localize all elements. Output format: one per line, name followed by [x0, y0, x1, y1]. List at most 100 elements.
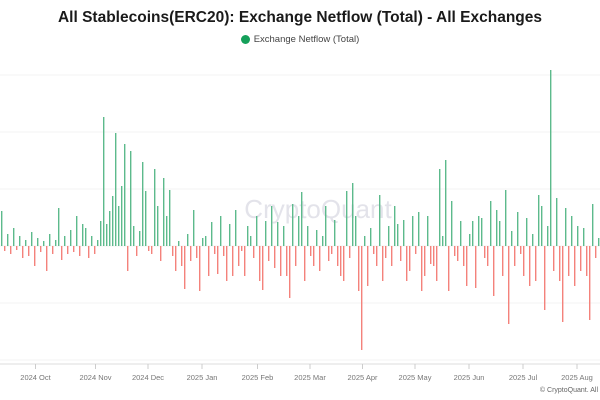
bar-outflow[interactable]: [304, 246, 306, 281]
bar-inflow[interactable]: [394, 206, 396, 246]
bar-inflow[interactable]: [142, 162, 144, 246]
bar-inflow[interactable]: [70, 230, 72, 246]
bar-outflow[interactable]: [406, 246, 408, 281]
bar-outflow[interactable]: [463, 246, 465, 266]
bar-outflow[interactable]: [73, 246, 75, 252]
bar-outflow[interactable]: [391, 246, 393, 266]
legend[interactable]: Exchange Netflow (Total): [0, 34, 600, 45]
bar-outflow[interactable]: [580, 246, 582, 271]
bar-outflow[interactable]: [280, 246, 282, 276]
bar-inflow[interactable]: [157, 206, 159, 246]
bar-inflow[interactable]: [250, 236, 252, 246]
bar-outflow[interactable]: [28, 246, 30, 256]
bar-inflow[interactable]: [115, 133, 117, 246]
bar-inflow[interactable]: [58, 208, 60, 246]
bar-outflow[interactable]: [448, 246, 450, 291]
bar-inflow[interactable]: [271, 206, 273, 246]
bar-inflow[interactable]: [265, 221, 267, 246]
bar-outflow[interactable]: [286, 246, 288, 276]
bar-inflow[interactable]: [316, 230, 318, 246]
bar-outflow[interactable]: [136, 246, 138, 256]
bar-inflow[interactable]: [556, 198, 558, 246]
bar-inflow[interactable]: [235, 210, 237, 246]
bar-outflow[interactable]: [349, 246, 351, 258]
bar-outflow[interactable]: [319, 246, 321, 271]
bar-outflow[interactable]: [430, 246, 432, 264]
bar-inflow[interactable]: [460, 221, 462, 246]
bar-inflow[interactable]: [490, 201, 492, 246]
bar-outflow[interactable]: [415, 246, 417, 254]
bar-inflow[interactable]: [145, 191, 147, 246]
bar-outflow[interactable]: [409, 246, 411, 271]
bar-inflow[interactable]: [205, 236, 207, 246]
bar-inflow[interactable]: [130, 151, 132, 246]
bar-inflow[interactable]: [178, 241, 180, 246]
bar-outflow[interactable]: [553, 246, 555, 271]
bar-outflow[interactable]: [508, 246, 510, 324]
bar-inflow[interactable]: [598, 238, 600, 246]
bar-inflow[interactable]: [442, 236, 444, 246]
bar-inflow[interactable]: [370, 228, 372, 246]
bar-inflow[interactable]: [538, 195, 540, 246]
bar-outflow[interactable]: [274, 246, 276, 268]
bar-inflow[interactable]: [412, 216, 414, 246]
bar-inflow[interactable]: [364, 236, 366, 246]
bar-inflow[interactable]: [325, 206, 327, 246]
bar-inflow[interactable]: [418, 212, 420, 246]
bar-outflow[interactable]: [361, 246, 363, 350]
bar-inflow[interactable]: [76, 216, 78, 246]
bar-inflow[interactable]: [82, 224, 84, 246]
bar-inflow[interactable]: [118, 206, 120, 246]
bar-outflow[interactable]: [181, 246, 183, 266]
bar-inflow[interactable]: [592, 204, 594, 246]
bar-outflow[interactable]: [562, 246, 564, 322]
bar-outflow[interactable]: [457, 246, 459, 261]
bar-inflow[interactable]: [505, 190, 507, 246]
bar-outflow[interactable]: [148, 246, 150, 251]
bar-inflow[interactable]: [85, 228, 87, 246]
bar-outflow[interactable]: [493, 246, 495, 296]
bar-inflow[interactable]: [7, 234, 9, 246]
bar-outflow[interactable]: [34, 246, 36, 266]
bar-inflow[interactable]: [583, 228, 585, 246]
bar-outflow[interactable]: [217, 246, 219, 274]
bar-inflow[interactable]: [397, 224, 399, 246]
bar-outflow[interactable]: [358, 246, 360, 291]
bar-inflow[interactable]: [211, 222, 213, 246]
bar-outflow[interactable]: [151, 246, 153, 254]
bar-outflow[interactable]: [196, 246, 198, 258]
bar-inflow[interactable]: [139, 231, 141, 246]
bar-inflow[interactable]: [247, 226, 249, 246]
bar-inflow[interactable]: [550, 70, 552, 246]
bar-outflow[interactable]: [475, 246, 477, 288]
bar-outflow[interactable]: [223, 246, 225, 256]
bar-inflow[interactable]: [472, 221, 474, 246]
bar-inflow[interactable]: [355, 216, 357, 246]
bar-outflow[interactable]: [244, 246, 246, 276]
bar-inflow[interactable]: [307, 226, 309, 246]
bar-outflow[interactable]: [502, 246, 504, 276]
bar-outflow[interactable]: [262, 246, 264, 290]
bar-outflow[interactable]: [466, 246, 468, 286]
bar-inflow[interactable]: [403, 220, 405, 246]
bar-inflow[interactable]: [112, 196, 114, 246]
bar-outflow[interactable]: [514, 246, 516, 266]
bar-outflow[interactable]: [400, 246, 402, 261]
bar-outflow[interactable]: [295, 246, 297, 266]
bar-outflow[interactable]: [52, 246, 54, 254]
bar-inflow[interactable]: [565, 208, 567, 246]
bar-outflow[interactable]: [484, 246, 486, 258]
bar-outflow[interactable]: [253, 246, 255, 258]
bar-inflow[interactable]: [511, 231, 513, 246]
bar-outflow[interactable]: [79, 246, 81, 256]
bar-inflow[interactable]: [445, 160, 447, 246]
bar-outflow[interactable]: [16, 246, 18, 250]
bar-outflow[interactable]: [190, 246, 192, 261]
bar-inflow[interactable]: [571, 216, 573, 246]
bar-inflow[interactable]: [166, 216, 168, 246]
bar-outflow[interactable]: [424, 246, 426, 276]
bar-outflow[interactable]: [310, 246, 312, 256]
bar-inflow[interactable]: [301, 192, 303, 246]
bar-inflow[interactable]: [19, 236, 21, 246]
bar-inflow[interactable]: [427, 216, 429, 246]
